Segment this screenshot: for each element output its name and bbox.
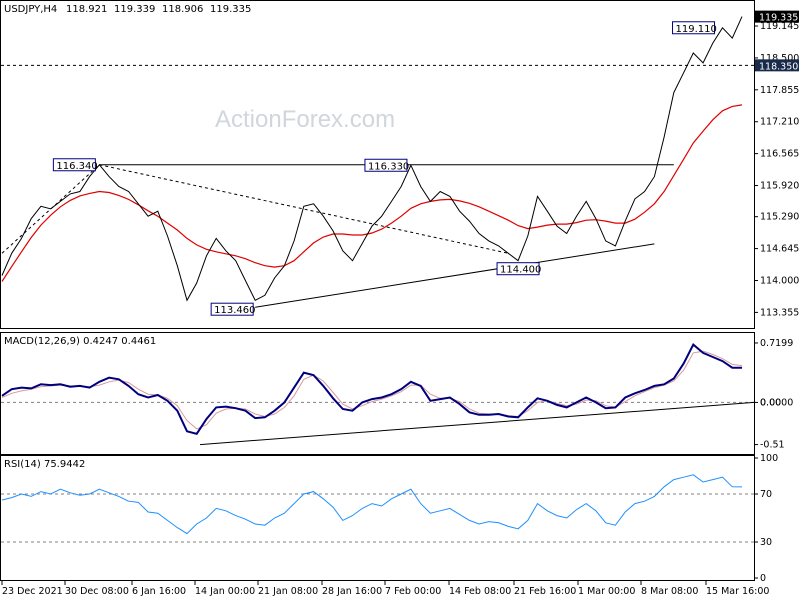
macd-zero-label: 0.0000 bbox=[760, 397, 793, 408]
price-tick-label: 117.855 bbox=[760, 85, 799, 96]
rsi-y-axis: 100 70 30 0 bbox=[754, 453, 778, 584]
macd-panel-title: MACD(12,26,9) 0.4247 0.4461 bbox=[4, 336, 156, 347]
price-tick-label: 115.920 bbox=[760, 181, 799, 192]
time-tick-label: 1 Mar 00:00 bbox=[578, 586, 635, 597]
price-tick-label: 114.645 bbox=[760, 244, 799, 255]
time-tick-label: 14 Feb 08:00 bbox=[449, 586, 511, 597]
time-tick-label: 23 Dec 2021 bbox=[2, 586, 63, 597]
price-tick-label: 119.145 bbox=[760, 21, 799, 32]
price-panel-title: USDJPY,H4 bbox=[4, 4, 57, 15]
hline-price-label: 118.350 bbox=[759, 61, 798, 72]
price-tick-label: 117.210 bbox=[760, 117, 799, 128]
macd-panel: 0.7199 0.00 -0.51 0.0000 MACD(12,26,9) 0.42… bbox=[0, 332, 793, 455]
price-tick-label: 116.565 bbox=[760, 149, 799, 160]
price-tick-label: 114.000 bbox=[760, 275, 799, 286]
last-price-box bbox=[755, 10, 799, 23]
macd-tick-label: -0.51 bbox=[760, 440, 785, 451]
time-tick-label: 8 Mar 08:00 bbox=[641, 586, 698, 597]
time-tick-label: 28 Jan 16:00 bbox=[322, 586, 382, 597]
rsi-tick-label: 70 bbox=[760, 489, 772, 500]
time-tick-label: 6 Jan 16:00 bbox=[132, 586, 186, 597]
time-axis: 23 Dec 2021 30 Dec 08:00 6 Jan 16:00 14 Jan… bbox=[1, 581, 769, 597]
annotation-box bbox=[52, 158, 96, 172]
last-price-label: 119.335 bbox=[759, 13, 798, 24]
time-tick-label: 30 Dec 08:00 bbox=[65, 586, 129, 597]
price-trendline bbox=[99, 164, 509, 254]
ohlc-close: 119.335 bbox=[210, 4, 251, 15]
price-y-axis: 119.145 118.500 117.855 117.210 116.565 115.9… bbox=[754, 10, 799, 318]
annotation-label: 119.110 bbox=[676, 24, 717, 35]
hline-price-box bbox=[755, 59, 799, 72]
macd-tick-label: 0.7199 bbox=[760, 338, 793, 349]
macd-tick-label: 0.00 bbox=[760, 397, 781, 408]
rsi-tick-label: 100 bbox=[760, 453, 778, 464]
price-trendline bbox=[255, 243, 655, 308]
macd-trendline bbox=[199, 401, 755, 446]
ohlc-open: 118.921 bbox=[66, 4, 107, 15]
annotation-box bbox=[672, 21, 716, 35]
time-tick-label: 15 Mar 16:00 bbox=[706, 586, 769, 597]
price-tick-label: 113.355 bbox=[760, 307, 799, 318]
macd-y-axis: 0.7199 0.00 -0.51 0.0000 bbox=[754, 338, 793, 451]
annotation-box bbox=[210, 302, 254, 316]
macd-line bbox=[1, 343, 742, 435]
moving-average-line bbox=[1, 104, 743, 282]
ohlc-low: 118.906 bbox=[162, 4, 203, 15]
rsi-tick-label: 30 bbox=[760, 537, 772, 548]
ohlc-high: 119.339 bbox=[114, 4, 155, 15]
time-tick-label: 7 Feb 00:00 bbox=[385, 586, 441, 597]
rsi-panel: 100 70 30 0 RSI(14) 75.9442 bbox=[0, 453, 778, 584]
time-tick-label: 21 Feb 16:00 bbox=[514, 586, 576, 597]
time-tick-label: 21 Jan 08:00 bbox=[258, 586, 318, 597]
annotation-box bbox=[364, 158, 408, 172]
price-trendline bbox=[1, 164, 100, 254]
watermark: ActionForex.com bbox=[215, 106, 395, 133]
annotation-label: 116.330 bbox=[368, 161, 409, 172]
annotation-label: 113.460 bbox=[214, 305, 255, 316]
annotation-box bbox=[496, 262, 540, 276]
price-annotations: 116.340 116.330 114.400 113.460 119.110 bbox=[52, 21, 717, 316]
annotation-label: 114.400 bbox=[500, 265, 541, 276]
price-series-line bbox=[1, 16, 743, 302]
rsi-panel-title: RSI(14) 75.9442 bbox=[4, 459, 85, 470]
rsi-tick-label: 0 bbox=[760, 573, 766, 584]
price-tick-label: 115.290 bbox=[760, 212, 799, 223]
price-panel: ActionForex.com 119.145 118.500 117.855 117… bbox=[0, 0, 799, 329]
price-tick-label: 118.500 bbox=[760, 53, 799, 64]
rsi-line bbox=[1, 474, 743, 535]
annotation-label: 116.340 bbox=[56, 161, 97, 172]
time-tick-label: 14 Jan 00:00 bbox=[195, 586, 255, 597]
